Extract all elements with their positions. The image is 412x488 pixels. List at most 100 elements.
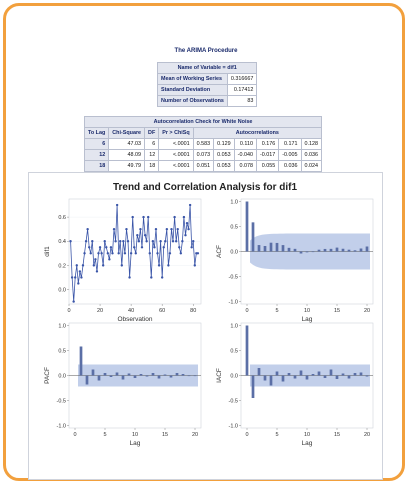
y-tick-label: 1.0 bbox=[58, 324, 66, 330]
y-tick-label: 1.0 bbox=[230, 324, 238, 330]
data-point bbox=[134, 252, 137, 255]
data-point bbox=[100, 252, 103, 255]
data-point bbox=[91, 240, 94, 243]
lag-cell: 12 bbox=[83, 149, 110, 161]
table-cell: 12 bbox=[144, 149, 160, 161]
data-point bbox=[78, 270, 82, 273]
data-point bbox=[182, 215, 186, 219]
panel-svg: Trend and Correlation Analysis for dif1 … bbox=[44, 182, 374, 447]
table-cell: 0.036 bbox=[300, 149, 323, 161]
row-label: Number of Observations bbox=[157, 95, 228, 107]
acf-bar bbox=[251, 375, 255, 398]
table-row: 12 48.09 12 <.0001 0.073 0.053 -0.040 -0.017 -0.… bbox=[83, 149, 323, 161]
variable-table-header: Name of Variable = dif1 bbox=[156, 62, 258, 74]
table-cell: 0.051 bbox=[192, 160, 215, 172]
table-cell: 18 bbox=[144, 160, 160, 172]
x-tick-label: 20 bbox=[364, 432, 370, 438]
acf-bar bbox=[305, 375, 309, 380]
y-axis-label: dif1 bbox=[44, 246, 51, 257]
trend-correlation-panel: Trend and Correlation Analysis for dif1 … bbox=[28, 172, 383, 480]
acf-bar bbox=[257, 245, 261, 252]
acf-bar bbox=[323, 375, 327, 378]
data-point bbox=[165, 227, 169, 231]
table-cell: 48.09 bbox=[108, 149, 146, 161]
y-tick-label: 0.0 bbox=[58, 374, 66, 380]
table-row: 6 47.03 6 <.0001 0.583 0.129 0.110 0.176 0.171 0.… bbox=[83, 138, 323, 150]
table-cell: 0.110 bbox=[233, 138, 257, 150]
x-tick-label: 5 bbox=[103, 432, 106, 438]
data-point bbox=[136, 234, 139, 237]
data-point bbox=[109, 246, 113, 249]
y-tick-label: 1.0 bbox=[230, 200, 238, 206]
table-row: 18 49.79 18 <.0001 0.051 0.053 0.078 0.055 0.036… bbox=[83, 160, 323, 172]
y-axis-label: IACF bbox=[216, 368, 223, 383]
acf-bar bbox=[187, 375, 191, 377]
acf-bar bbox=[245, 201, 249, 252]
acf-bar bbox=[317, 249, 321, 252]
row-value: 0.17412 bbox=[226, 84, 258, 96]
table-cell: 0.024 bbox=[300, 160, 323, 172]
data-point bbox=[115, 203, 119, 207]
table-cell: 0.053 bbox=[213, 149, 235, 161]
data-point bbox=[147, 215, 150, 219]
data-point bbox=[140, 246, 144, 249]
data-point bbox=[185, 221, 189, 225]
y-tick-label: -0.5 bbox=[229, 275, 238, 281]
acf-bar bbox=[341, 248, 345, 252]
data-point bbox=[84, 240, 88, 243]
table-cell: 0.171 bbox=[278, 138, 302, 150]
data-point bbox=[75, 264, 78, 267]
x-axis-label: Lag bbox=[130, 440, 141, 447]
acf-bar bbox=[175, 373, 179, 376]
acf-bar bbox=[323, 248, 327, 252]
table-cell: <.0001 bbox=[158, 149, 194, 161]
x-tick-label: 20 bbox=[97, 308, 103, 314]
table-cell: 0.176 bbox=[255, 138, 280, 150]
acf-bar bbox=[245, 325, 249, 376]
data-point bbox=[173, 215, 176, 219]
row-label: Standard Deviation bbox=[157, 84, 228, 96]
acf-bar bbox=[275, 371, 279, 376]
panel-title: Trend and Correlation Analysis for dif1 bbox=[113, 182, 298, 193]
data-point bbox=[89, 252, 92, 255]
acf-bar bbox=[103, 373, 107, 376]
data-point bbox=[150, 276, 153, 279]
acf-bar bbox=[329, 369, 333, 376]
x-tick-label: 15 bbox=[334, 432, 340, 438]
table-cell: <.0001 bbox=[158, 160, 194, 172]
data-point bbox=[112, 227, 116, 231]
data-point bbox=[108, 258, 111, 261]
y-tick-label: 0.6 bbox=[58, 215, 66, 221]
acf-bar bbox=[299, 251, 303, 254]
x-tick-label: 10 bbox=[304, 432, 310, 438]
data-point bbox=[151, 240, 155, 243]
y-tick-label: 0.5 bbox=[230, 349, 238, 355]
data-point bbox=[92, 264, 96, 267]
acf-bar bbox=[181, 374, 185, 376]
data-point bbox=[111, 252, 114, 255]
acf-bar bbox=[263, 246, 267, 252]
row-value: 0.316667 bbox=[226, 73, 258, 85]
data-point bbox=[126, 240, 130, 243]
acf-bar bbox=[287, 373, 291, 376]
acf-bar bbox=[317, 371, 321, 376]
x-tick-label: 0 bbox=[245, 308, 248, 314]
acf-bar bbox=[353, 250, 357, 252]
x-tick-label: 40 bbox=[128, 308, 134, 314]
table-cell: 49.79 bbox=[108, 160, 146, 172]
acf-bar bbox=[139, 374, 143, 376]
x-axis-label: Lag bbox=[302, 316, 313, 323]
acf-bar bbox=[341, 373, 345, 376]
data-point bbox=[129, 252, 133, 255]
acf-bar bbox=[115, 372, 119, 376]
acf-bar bbox=[359, 248, 363, 252]
acf-bar bbox=[311, 251, 315, 253]
x-axis-label: Observation bbox=[117, 316, 152, 323]
data-point bbox=[117, 252, 120, 255]
data-point bbox=[157, 264, 161, 267]
y-tick-label: -1.0 bbox=[57, 424, 66, 430]
acf-bar bbox=[269, 242, 273, 252]
y-tick-label: 0.0 bbox=[58, 288, 66, 294]
acf-bar bbox=[287, 247, 291, 252]
acf-bar bbox=[293, 375, 297, 379]
